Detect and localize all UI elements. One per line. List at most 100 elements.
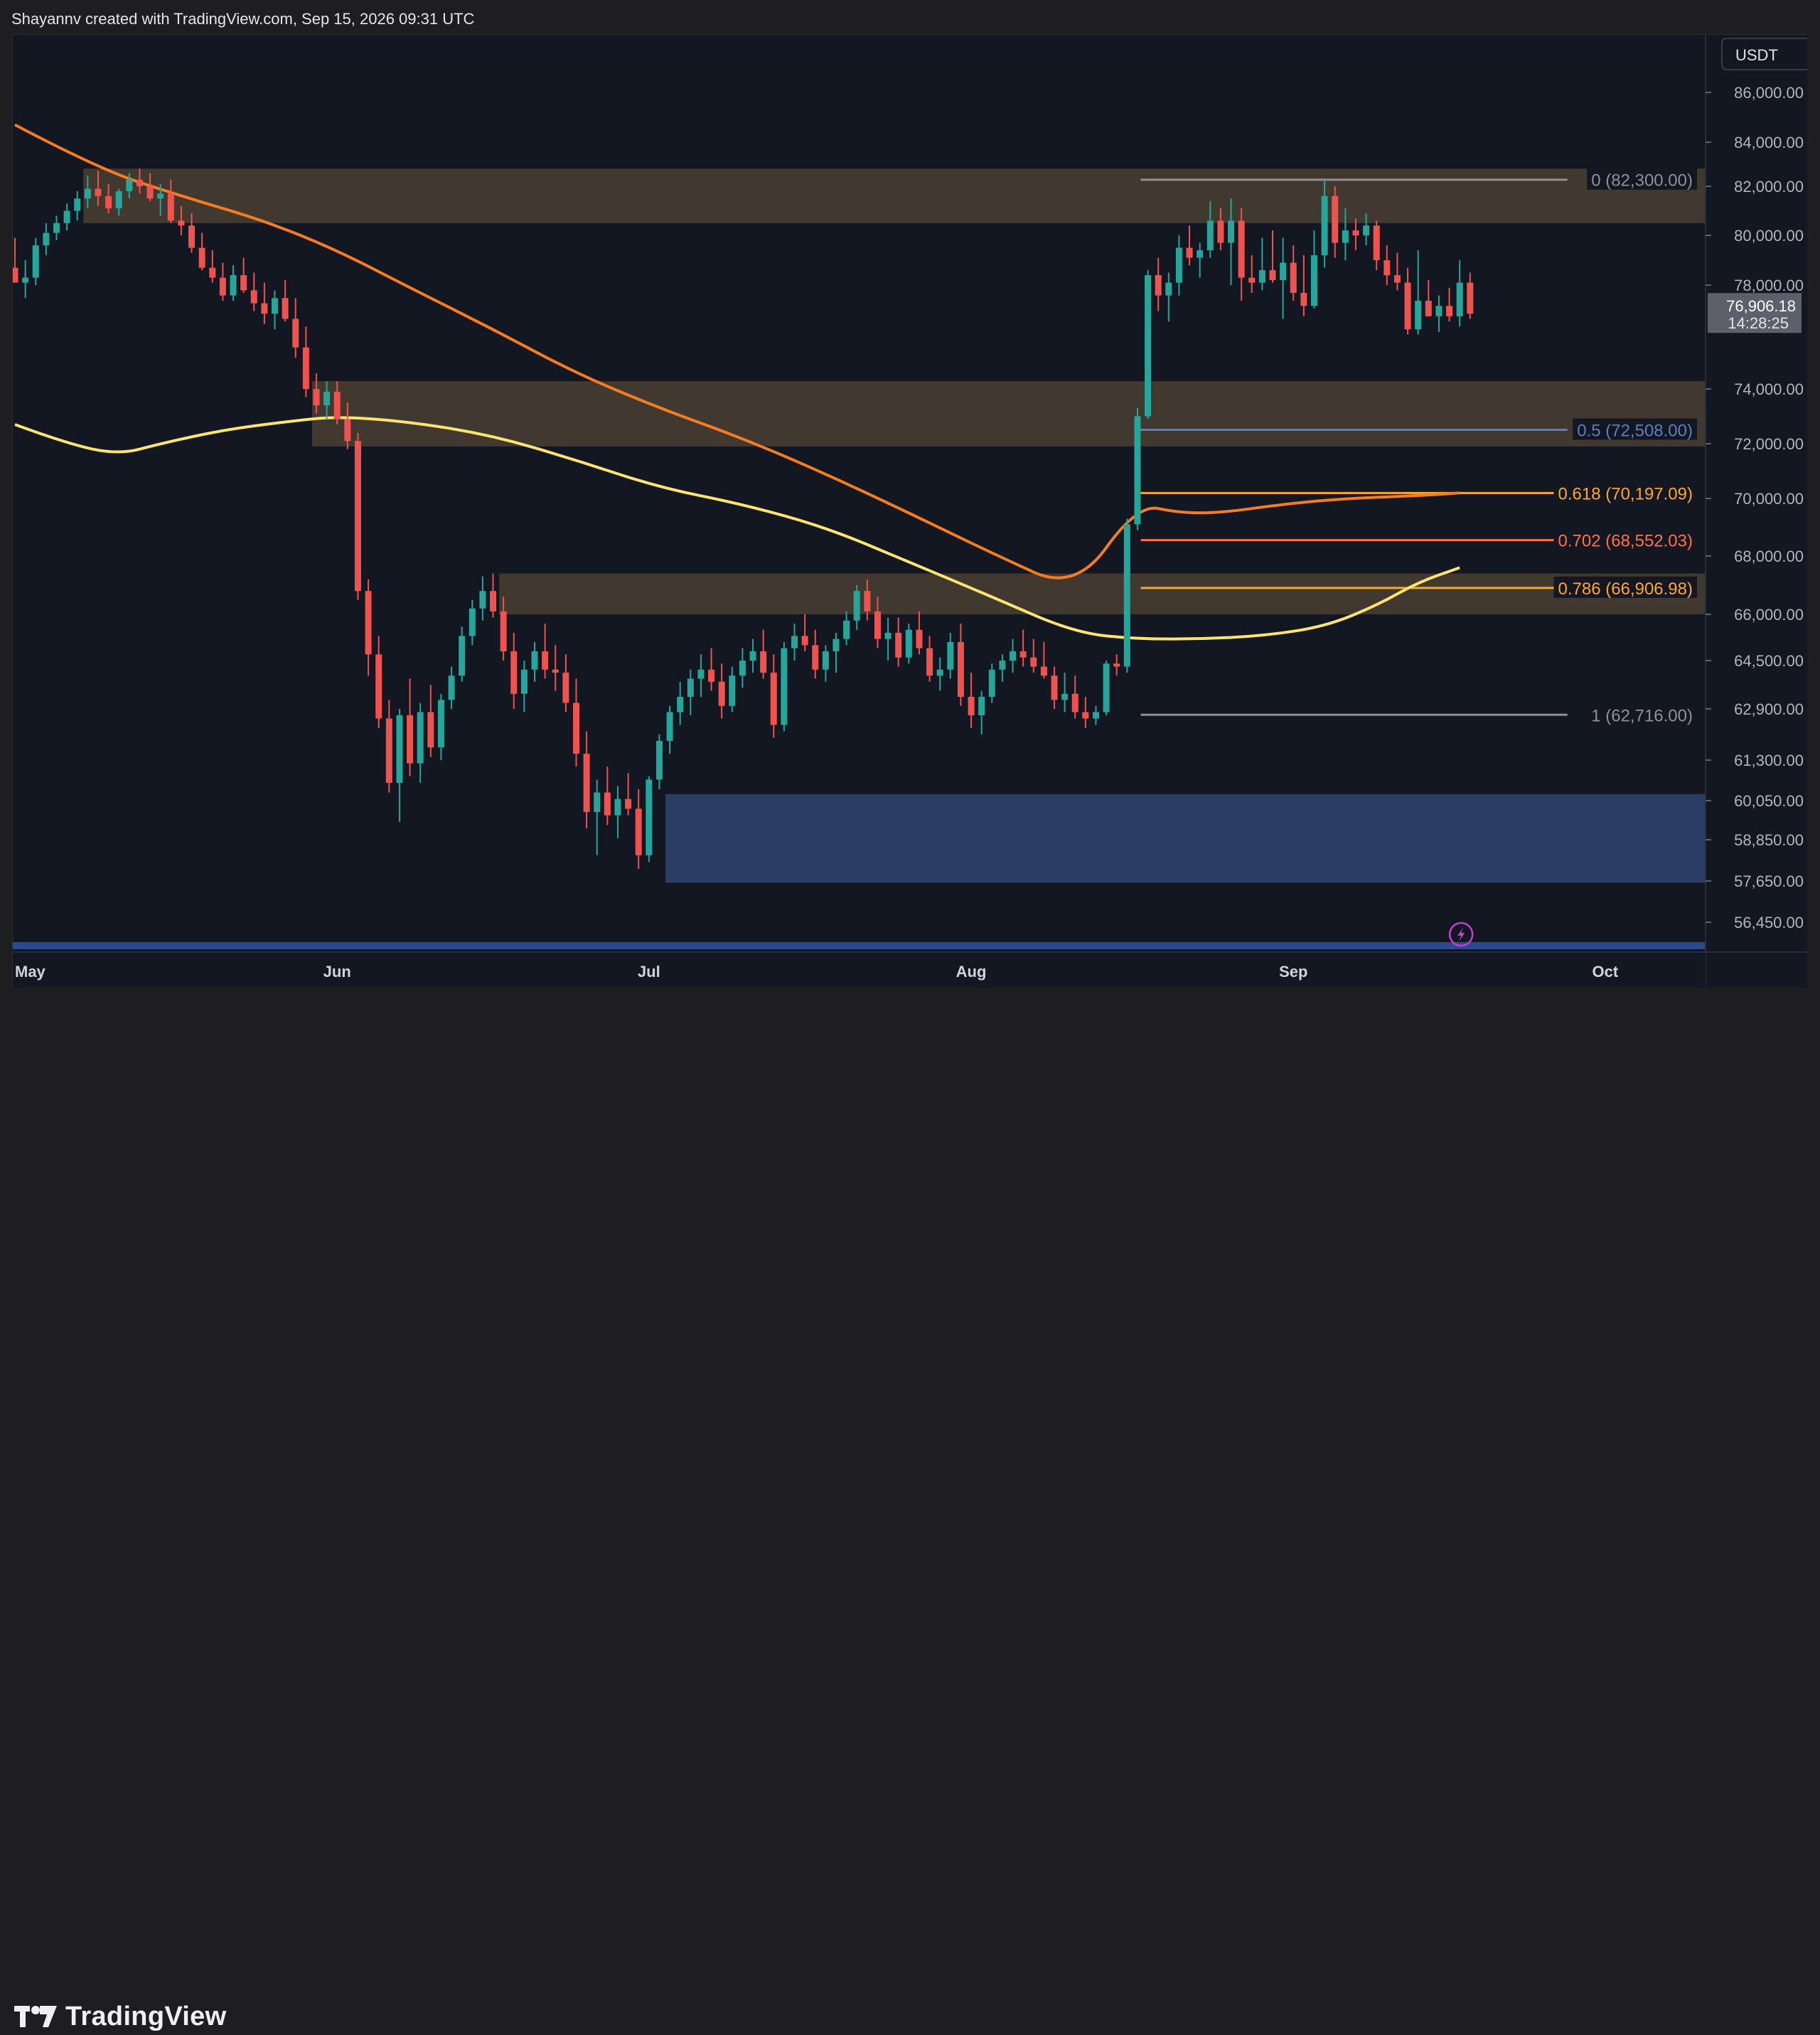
candle[interactable] bbox=[1269, 230, 1276, 283]
candle[interactable] bbox=[801, 614, 808, 651]
currency-badge[interactable] bbox=[1721, 38, 1807, 70]
candle[interactable] bbox=[1175, 235, 1182, 296]
lightning-marker-icon[interactable] bbox=[1448, 922, 1474, 947]
candle[interactable] bbox=[708, 648, 715, 691]
candle[interactable] bbox=[198, 233, 205, 270]
candle[interactable] bbox=[261, 282, 268, 324]
candle[interactable] bbox=[219, 262, 226, 301]
candle[interactable] bbox=[1373, 220, 1380, 270]
candle[interactable] bbox=[53, 215, 60, 240]
candle[interactable] bbox=[354, 432, 361, 600]
candle[interactable] bbox=[13, 237, 18, 283]
candle[interactable] bbox=[323, 381, 331, 420]
candle[interactable] bbox=[905, 624, 912, 664]
candle[interactable] bbox=[542, 624, 549, 679]
candle[interactable] bbox=[1404, 267, 1411, 335]
candle[interactable] bbox=[988, 663, 995, 703]
candle[interactable] bbox=[718, 663, 725, 719]
candle[interactable] bbox=[510, 633, 518, 709]
candle[interactable] bbox=[916, 611, 923, 655]
candle[interactable] bbox=[853, 585, 860, 630]
candle[interactable] bbox=[427, 685, 434, 757]
candle[interactable] bbox=[1123, 518, 1130, 673]
supply-zone-top[interactable] bbox=[83, 169, 1706, 223]
candle[interactable] bbox=[240, 257, 247, 293]
candle[interactable] bbox=[385, 700, 392, 793]
candle[interactable] bbox=[1456, 260, 1463, 327]
candle[interactable] bbox=[437, 693, 444, 760]
candle[interactable] bbox=[105, 183, 112, 213]
candle[interactable] bbox=[250, 272, 257, 311]
candle[interactable] bbox=[32, 237, 39, 286]
candle[interactable] bbox=[1393, 252, 1401, 291]
candle[interactable] bbox=[1352, 218, 1359, 250]
candle[interactable] bbox=[968, 673, 975, 728]
candle[interactable] bbox=[614, 786, 621, 838]
candle[interactable] bbox=[1300, 255, 1307, 316]
candle[interactable] bbox=[666, 705, 673, 754]
candle[interactable] bbox=[687, 669, 694, 715]
candle[interactable] bbox=[74, 191, 81, 221]
candle[interactable] bbox=[178, 205, 185, 235]
candle[interactable] bbox=[999, 654, 1006, 682]
demand-zone[interactable] bbox=[665, 794, 1706, 883]
candle[interactable] bbox=[572, 678, 579, 767]
supply-zone-mid[interactable] bbox=[311, 381, 1706, 447]
candle[interactable] bbox=[655, 735, 663, 790]
candle[interactable] bbox=[729, 666, 736, 712]
candle[interactable] bbox=[749, 639, 756, 673]
candle[interactable] bbox=[313, 373, 320, 414]
candle[interactable] bbox=[812, 629, 819, 679]
candle[interactable] bbox=[770, 654, 777, 738]
candle[interactable] bbox=[272, 290, 278, 330]
candle[interactable] bbox=[63, 203, 70, 231]
candle[interactable] bbox=[500, 597, 507, 661]
candle[interactable] bbox=[282, 280, 289, 322]
candle[interactable] bbox=[791, 624, 798, 661]
candlestick-chart[interactable]: 0 (82,300.00) 0.5 (72,508.00) 0.618 (70,19… bbox=[13, 35, 1807, 988]
candle[interactable] bbox=[1217, 208, 1224, 250]
candle[interactable] bbox=[1155, 257, 1162, 311]
candle[interactable] bbox=[126, 173, 133, 199]
candle[interactable] bbox=[136, 169, 143, 194]
supply-zone-low[interactable] bbox=[499, 573, 1706, 614]
candle[interactable] bbox=[594, 779, 601, 855]
candle[interactable] bbox=[864, 579, 871, 621]
candle[interactable] bbox=[1238, 208, 1245, 301]
candle[interactable] bbox=[1186, 225, 1193, 265]
candle[interactable] bbox=[520, 661, 528, 712]
brand[interactable]: TradingView bbox=[14, 1998, 226, 2035]
candle[interactable] bbox=[947, 633, 954, 679]
candle[interactable] bbox=[490, 573, 497, 618]
candle[interactable] bbox=[677, 681, 684, 725]
candle[interactable] bbox=[1145, 270, 1152, 420]
candle[interactable] bbox=[583, 731, 590, 828]
candle[interactable] bbox=[84, 175, 91, 209]
candle[interactable] bbox=[760, 629, 767, 679]
candle[interactable] bbox=[1342, 208, 1349, 260]
candle[interactable] bbox=[1206, 201, 1214, 258]
candle[interactable] bbox=[739, 648, 746, 688]
candle[interactable] bbox=[344, 402, 351, 449]
candle[interactable] bbox=[781, 642, 788, 732]
candle[interactable] bbox=[448, 666, 455, 710]
candle[interactable] bbox=[1010, 639, 1017, 673]
candle[interactable] bbox=[843, 611, 850, 646]
candle[interactable] bbox=[95, 171, 102, 206]
candle[interactable] bbox=[375, 636, 382, 728]
candle[interactable] bbox=[1071, 675, 1078, 719]
last-price-badge[interactable] bbox=[1708, 293, 1802, 333]
candle[interactable] bbox=[407, 678, 414, 776]
candle[interactable] bbox=[646, 776, 653, 862]
candle[interactable] bbox=[874, 597, 881, 648]
candle[interactable] bbox=[365, 579, 372, 676]
candle[interactable] bbox=[552, 645, 559, 691]
candle[interactable] bbox=[302, 326, 309, 397]
candle[interactable] bbox=[1040, 642, 1047, 679]
candle[interactable] bbox=[417, 703, 424, 783]
candle[interactable] bbox=[1061, 673, 1069, 712]
candle[interactable] bbox=[635, 789, 642, 870]
candle[interactable] bbox=[1332, 186, 1339, 258]
candle[interactable] bbox=[625, 773, 632, 816]
candle[interactable] bbox=[1435, 295, 1442, 332]
